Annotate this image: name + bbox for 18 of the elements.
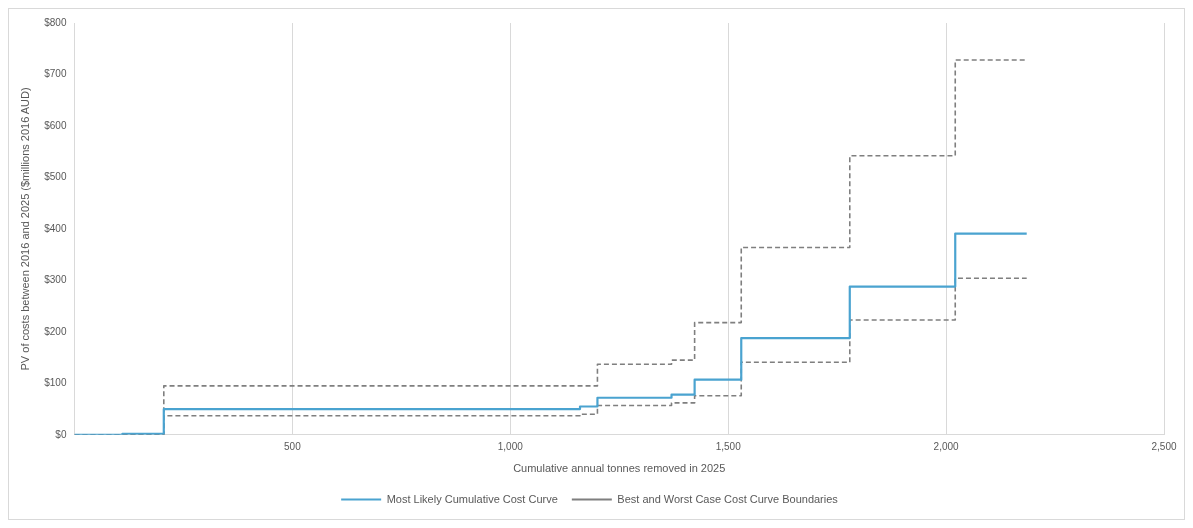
y-tick-label: $400: [44, 222, 67, 234]
x-tick-label: 2,000: [933, 440, 960, 452]
y-tick-label: $700: [44, 68, 67, 80]
y-tick-label: $800: [44, 16, 67, 28]
legend-label: Best and Worst Case Cost Curve Boundaries: [617, 492, 839, 505]
y-tick-label: $100: [44, 377, 67, 389]
y-tick-label: $0: [55, 428, 67, 440]
y-tick-label: $200: [44, 325, 67, 337]
legend-label: Most Likely Cumulative Cost Curve: [386, 492, 558, 505]
y-tick-label: $600: [44, 119, 67, 131]
y-axis-title: PV of costs between 2016 and 2025 ($millions 2016 AUD): [18, 87, 31, 371]
x-tick-label: 1,500: [715, 440, 742, 452]
y-tick-label: $500: [44, 171, 67, 183]
y-tick-label: $300: [44, 274, 67, 286]
x-axis-title: Cumulative annual tonnes removed in 2025: [513, 462, 726, 475]
x-tick-label: 2,500: [1151, 440, 1177, 452]
x-tick-label: 500: [284, 440, 302, 452]
x-tick-label: 1,000: [497, 440, 524, 452]
